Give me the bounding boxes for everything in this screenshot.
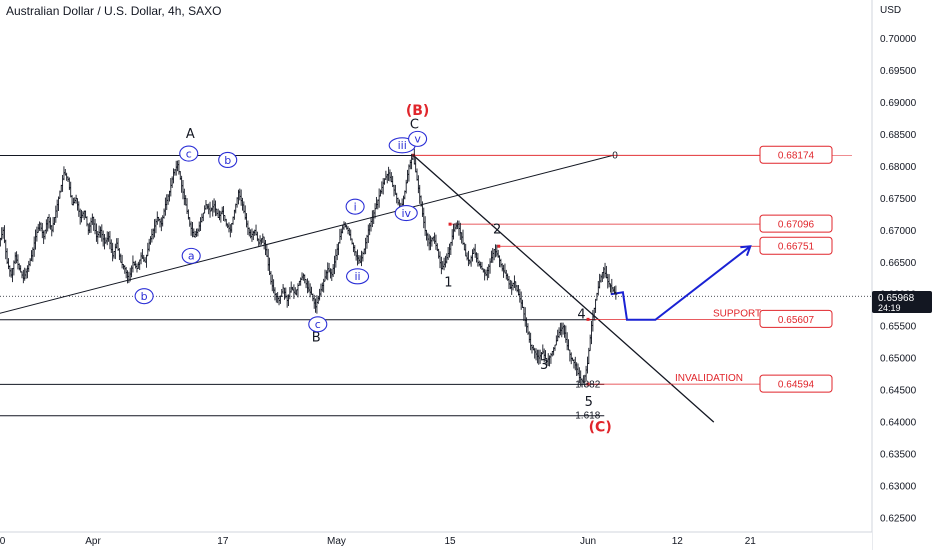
circle-text: a [188,250,195,263]
circle-outline [345,268,370,285]
circled-wave-label: b [218,151,238,169]
fib-label-1.382: 1.382 [575,379,600,390]
price-tick: 0.65500 [880,322,917,333]
current-price: 0.65968 [878,293,915,304]
level-box-0.67096 [759,214,833,233]
time-tick: Jun [580,536,596,547]
circle-text: c [315,318,321,331]
candles-layer [0,148,618,387]
trend-line-falling-trend[interactable] [413,155,715,423]
circle-text: b [141,290,148,303]
level-anchor [586,382,590,386]
circle-outline [134,288,154,305]
level-value-0.66751: 0.66751 [778,242,815,253]
circled-wave-label: i [345,198,365,215]
time-tick: 3:00 [0,536,6,547]
circle-text: c [186,147,192,160]
price-tick: 0.63500 [880,450,917,461]
price-tick: 0.68000 [880,162,917,173]
time-tick: 17 [217,536,229,547]
bar-countdown: 24:19 [878,303,901,313]
annotations-layer: 0 1.382 1.618 0.68174 0.67096 0.66751 0.65607 S… [134,103,833,436]
level-anchor [412,153,416,157]
wave-label-1: 1 [444,276,452,291]
current-price-tag: 0.65968 24:19 [872,291,932,313]
price-tick: 0.66500 [880,258,917,269]
level-box-0.64594 [759,374,833,393]
level-value-0.68174: 0.68174 [778,151,815,162]
time-tick: Apr [85,536,101,547]
circle-text: ii [354,270,360,283]
circled-wave-label: iv [394,204,418,222]
wave-label-4: 4 [577,308,585,323]
wave-label-C: (C) [589,420,612,436]
level-anchor [586,317,590,321]
price-tick: 0.70000 [880,34,917,45]
time-tick: 15 [444,536,456,547]
circle-outline [179,145,199,162]
circled-wave-label: c [308,316,328,333]
circle-outline [218,151,238,169]
circled-wave-label: c [179,145,199,162]
trend-line-rising-wedge[interactable] [0,155,613,318]
circled-wave-label: ii [345,268,370,285]
level-value-0.65607: 0.65607 [778,315,815,326]
time-tick: 21 [745,536,757,547]
price-tick: 0.65000 [880,354,917,365]
time-axis-layer: 3:00 Apr 17 May 15 Jun 12 21 [0,531,872,550]
circled-wave-label: b [134,288,154,305]
projection-path[interactable] [610,245,751,321]
circle-text: i [354,200,357,213]
time-tick: May [327,536,346,547]
wave-label-C: C [410,118,419,133]
chart-title: Australian Dollar / U.S. Dollar, 4h, SAX… [6,4,222,18]
circle-outline [181,247,201,264]
circle-text: v [414,133,421,146]
price-axis-background [872,0,932,550]
time-axis-background [0,532,872,550]
level-box-0.68174 [759,145,833,164]
price-tick: 0.64000 [880,418,917,429]
wave-label-B: (B) [406,103,429,119]
wave-label-A: A [186,127,195,142]
price-tick: 0.67500 [880,194,917,205]
price-axis-layer: USD 0.70000 0.69500 0.69000 0.68500 0.68000 0… [871,0,932,550]
circle-outline [408,130,428,147]
level-note-support: SUPPORT [713,308,761,319]
price-tick: 0.69000 [880,98,917,109]
circle-text: iv [401,207,411,220]
level-box-0.66751 [759,236,833,255]
drawing-lines-layer [0,153,872,423]
circle-outline [308,316,328,333]
price-tick: 0.63000 [880,482,917,493]
circled-wave-label: v [408,130,428,147]
circle-text: iii [398,139,407,152]
price-tick: 0.64500 [880,386,917,397]
wave-label-2: 2 [493,222,501,237]
circled-wave-label: a [181,247,201,264]
wave-label-5: 5 [585,395,593,410]
level-value-0.67096: 0.67096 [778,220,815,231]
price-tick: 0.68500 [880,130,917,141]
level-anchor [448,222,452,226]
projection-arrowhead [740,245,752,257]
circle-outline [394,204,418,222]
level-box-0.65607 [759,309,833,328]
wave-label-B: B [312,331,321,346]
time-tick: 12 [672,536,684,547]
currency-label: USD [880,5,901,16]
price-tick: 0.62500 [880,513,917,524]
candle[interactable] [614,285,618,300]
wave-label-3: 3 [540,358,548,373]
level-note-invalidation: INVALIDATION [675,373,743,384]
fib-label-1.618: 1.618 [575,411,600,422]
circle-outline [345,198,365,215]
circle-text: b [224,154,231,167]
level-value-0.64594: 0.64594 [778,380,815,391]
fib-label-0: 0 [612,150,618,161]
price-tick: 0.69500 [880,66,917,77]
price-tick: 0.67000 [880,226,917,237]
level-anchor [497,244,501,248]
